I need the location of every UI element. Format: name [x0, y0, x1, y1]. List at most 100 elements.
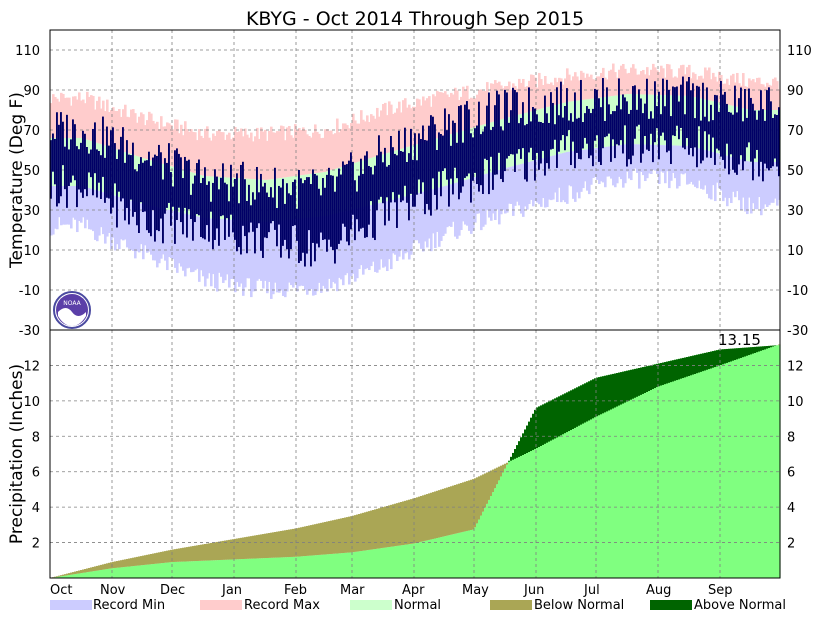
observed-temperature-bar	[80, 142, 82, 193]
record-max-band	[642, 69, 645, 95]
above-normal-area	[528, 421, 531, 453]
normal-precip-area	[598, 415, 601, 578]
observed-precip-area	[454, 533, 457, 578]
above-normal-area	[548, 401, 551, 442]
observed-temperature-bar	[330, 175, 332, 247]
record-min-band	[256, 221, 259, 281]
observed-temperature-bar	[464, 104, 466, 178]
observed-temperature-bar	[478, 101, 480, 192]
below-normal-area	[76, 571, 79, 574]
record-min-band	[88, 188, 91, 230]
record-max-band	[518, 78, 521, 115]
observed-precip-area	[144, 564, 147, 578]
record-min-band	[220, 219, 223, 277]
record-min-band	[98, 191, 101, 236]
record-max-band	[524, 86, 527, 114]
record-max-band	[356, 123, 359, 163]
record-min-band	[462, 180, 465, 222]
observed-temperature-bar	[718, 111, 720, 151]
normal-precip-area	[692, 374, 695, 578]
normal-precip-area	[722, 364, 725, 578]
precipitation-grid	[50, 330, 780, 578]
observed-precip-area	[452, 534, 455, 578]
observed-temperature-bar	[430, 115, 432, 216]
record-min-band	[430, 189, 433, 252]
record-max-band	[756, 77, 759, 110]
observed-precip-area	[362, 550, 365, 578]
record-min-band	[84, 186, 87, 229]
observed-temperature-bar	[102, 116, 104, 177]
observed-precip-area	[90, 571, 93, 578]
record-min-band	[764, 162, 767, 205]
record-min-band	[62, 186, 65, 225]
observed-temperature-bar	[162, 179, 164, 244]
record-max-band	[92, 95, 95, 142]
month-tick-label: Apr	[402, 583, 425, 598]
above-normal-area	[522, 433, 525, 455]
record-min-band	[506, 167, 509, 213]
month-tick-labels: Oct Nov Dec Jan Feb Mar Apr May Jun Jul Aug Sep	[50, 583, 733, 598]
precipitation-tick-left: 6	[32, 466, 40, 481]
observed-precip-area	[464, 531, 467, 578]
above-normal-area	[750, 347, 753, 355]
record-max-band	[570, 80, 573, 102]
observed-temperature-bar	[138, 163, 140, 234]
observed-temperature-bar	[142, 162, 144, 213]
observed-temperature-bar	[766, 90, 768, 169]
normal-precip-area	[726, 362, 729, 578]
above-normal-area	[770, 345, 773, 348]
normal-precip-area	[768, 348, 771, 578]
record-min-band	[768, 162, 771, 206]
record-max-band	[402, 100, 405, 149]
record-max-band	[150, 113, 153, 161]
below-normal-area	[364, 512, 367, 551]
observed-precip-area	[190, 561, 193, 578]
below-normal-area	[310, 525, 313, 556]
record-max-band	[296, 130, 299, 176]
record-max-band	[390, 104, 393, 152]
below-normal-area	[502, 464, 505, 473]
below-normal-area	[318, 523, 321, 555]
above-normal-area	[624, 371, 627, 403]
record-min-band	[232, 219, 235, 280]
above-normal-area	[546, 402, 549, 443]
below-normal-area	[70, 572, 73, 575]
record-min-band	[386, 201, 389, 272]
observed-temperature-bar	[146, 160, 148, 231]
observed-precip-area	[504, 468, 507, 578]
observed-temperature-bar	[588, 108, 590, 159]
record-max-band	[554, 77, 557, 106]
record-min-band	[496, 170, 499, 210]
observed-temperature-bar	[64, 146, 66, 190]
record-max-band	[54, 96, 57, 138]
record-max-band	[778, 89, 781, 110]
record-max-band	[274, 132, 277, 179]
record-min-band	[564, 152, 567, 203]
observed-temperature-bar	[232, 186, 234, 233]
normal-precip-area	[730, 361, 733, 578]
below-normal-area	[454, 484, 457, 534]
record-max-band	[180, 124, 183, 170]
record-min-band	[596, 148, 599, 180]
normal-precip-area	[542, 444, 545, 578]
normal-precip-area	[734, 360, 737, 578]
observed-temperature-bar	[712, 120, 714, 138]
observed-temperature-bar	[164, 158, 166, 214]
observed-temperature-bar	[244, 179, 246, 237]
temperature-tick-right: 110	[787, 44, 812, 59]
record-max-band	[404, 98, 407, 148]
observed-temperature-bar	[278, 185, 280, 225]
observed-precip-area	[78, 573, 81, 578]
observed-precip-area	[286, 557, 289, 578]
above-normal-area	[672, 360, 675, 382]
observed-precip-area	[352, 552, 355, 578]
record-max-band	[322, 137, 325, 173]
observed-temperature-bar	[524, 125, 526, 180]
below-normal-area	[306, 525, 309, 556]
record-max-band	[446, 94, 449, 136]
observed-precip-area	[502, 472, 505, 578]
record-max-band	[372, 115, 375, 158]
above-normal-area	[622, 371, 625, 404]
above-normal-area	[768, 345, 771, 349]
normal-precip-area	[582, 423, 585, 578]
